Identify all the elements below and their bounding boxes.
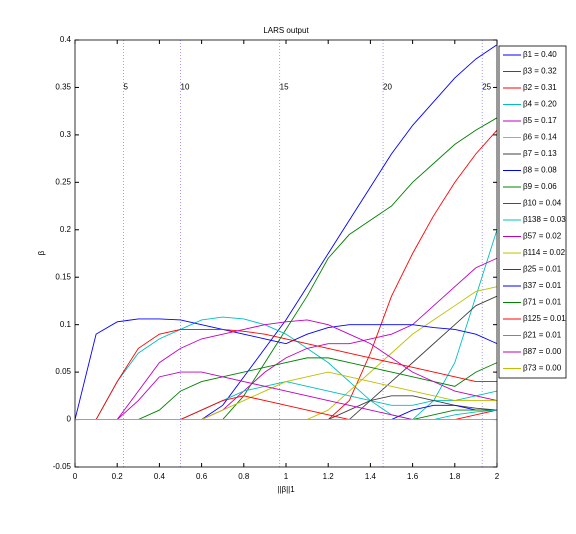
- x-tick-label: 1.8: [449, 472, 461, 481]
- legend-label: β2 = 0.31: [523, 83, 557, 92]
- y-tick-label: 0.05: [55, 367, 71, 376]
- x-tick-label: 1.4: [365, 472, 377, 481]
- series-line: [74, 318, 498, 420]
- x-tick-label: 0.4: [154, 472, 166, 481]
- x-tick-label: 1: [284, 472, 289, 481]
- legend-label: β9 = 0.06: [523, 182, 557, 191]
- step-label: 25: [482, 83, 491, 92]
- legend-label: β21 = 0.01: [523, 331, 562, 340]
- legend-label: β25 = 0.01: [523, 265, 562, 274]
- step-label: 15: [280, 83, 289, 92]
- series-line: [75, 357, 498, 421]
- legend-label: β8 = 0.08: [523, 166, 557, 175]
- legend-label: β3 = 0.32: [523, 67, 557, 76]
- y-tick-label: 0.25: [55, 177, 71, 186]
- legend-label: β57 = 0.02: [523, 232, 562, 241]
- legend-label: β138 = 0.03: [523, 215, 566, 224]
- plot-frame: [74, 39, 498, 468]
- legend-label: β1 = 0.40: [523, 50, 557, 59]
- y-tick-label: 0.3: [60, 130, 72, 139]
- y-tick-label: 0: [67, 415, 72, 424]
- series-line: [75, 328, 497, 421]
- y-tick-label: -0.05: [53, 462, 72, 471]
- series-line: [75, 319, 498, 421]
- chart-title: LARS output: [263, 26, 309, 35]
- x-axis-label: ||β||1: [277, 485, 295, 494]
- y-tick-label: 0.15: [55, 272, 71, 281]
- legend-label: β4 = 0.20: [523, 100, 557, 109]
- y-tick-label: 0.35: [55, 83, 71, 92]
- x-tick-label: 1.2: [323, 472, 335, 481]
- x-tick-label: 0.6: [196, 472, 208, 481]
- legend-label: β6 = 0.14: [523, 133, 557, 142]
- y-tick-label: 0.2: [60, 225, 72, 234]
- legend-label: β125 = 0.01: [523, 314, 566, 323]
- step-label: 5: [124, 83, 129, 92]
- legend-label: β71 = 0.01: [523, 298, 562, 307]
- x-tick-label: 1.6: [407, 472, 419, 481]
- x-tick-label: 0: [73, 472, 78, 481]
- x-tick-label: 0.2: [112, 472, 124, 481]
- legend-label: β7 = 0.13: [523, 149, 557, 158]
- y-tick-label: 0.4: [60, 35, 72, 44]
- plot-area: [75, 40, 497, 467]
- legend-label: β73 = 0.00: [523, 364, 562, 373]
- legend-box: [498, 45, 567, 379]
- legend-label: β10 = 0.04: [523, 199, 562, 208]
- step-label: 20: [383, 83, 392, 92]
- legend-label: β5 = 0.17: [523, 116, 557, 125]
- x-tick-label: 0.8: [238, 472, 250, 481]
- y-axis-label: β: [37, 250, 46, 255]
- step-label: 10: [181, 83, 190, 92]
- x-tick-label: 2: [495, 472, 500, 481]
- y-tick-label: 0.1: [60, 320, 72, 329]
- legend-label: β37 = 0.01: [523, 281, 562, 290]
- legend-label: β87 = 0.00: [523, 347, 562, 356]
- legend-label: β114 = 0.02: [523, 248, 566, 257]
